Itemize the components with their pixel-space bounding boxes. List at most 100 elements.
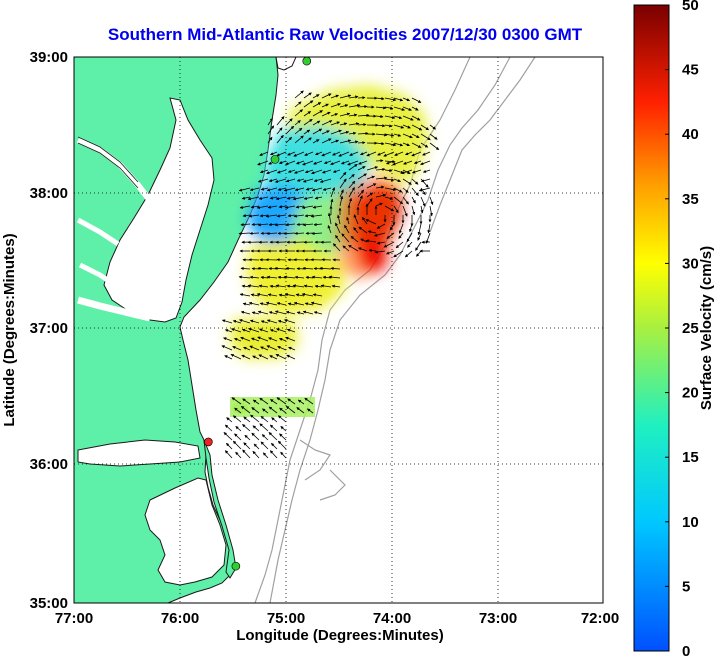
velocity-vector: [310, 214, 323, 218]
velocity-vector: [411, 205, 416, 216]
velocity-vector: [265, 301, 278, 306]
velocity-vector: [242, 424, 251, 432]
velocity-vector: [296, 407, 305, 414]
velocity-vector: [366, 166, 379, 171]
velocity-vector: [249, 345, 260, 351]
velocity-vector: [303, 92, 312, 99]
velocity-vector: [261, 434, 269, 441]
velocity-vector: [350, 235, 359, 243]
potomac-river-edge: [77, 136, 139, 189]
velocity-vector: [258, 328, 269, 333]
velocity-vector: [301, 292, 314, 297]
x-tick-label: 75:00: [267, 610, 305, 627]
velocity-vector: [384, 178, 395, 182]
velocity-vector: [269, 355, 278, 360]
velocity-vector: [429, 133, 438, 140]
velocity-vector: [257, 336, 269, 342]
velocity-vector: [252, 355, 260, 360]
velocity-vector: [285, 336, 296, 342]
velocity-vector: [260, 346, 269, 351]
colorbar-tick-label: 30: [682, 255, 699, 272]
velocity-vector: [384, 142, 397, 147]
velocity-vector: [392, 160, 404, 166]
velocity-vector: [321, 111, 331, 117]
velocity-vector: [335, 234, 341, 243]
velocity-vector: [251, 337, 260, 342]
velocity-vector: [321, 151, 332, 157]
velocity-vector: [285, 405, 296, 414]
velocity-vector: [348, 180, 356, 189]
velocity-vector: [284, 205, 296, 209]
velocity-vector: [393, 106, 406, 111]
velocity-vector: [305, 187, 314, 191]
velocity-vector: [224, 450, 233, 459]
velocity-vector: [367, 230, 377, 234]
velocity-vector: [268, 406, 278, 414]
velocity-vector: [330, 139, 340, 144]
radar-station-marker: [270, 155, 280, 164]
velocity-vector: [224, 329, 233, 333]
velocity-vector: [221, 345, 233, 351]
velocity-vector: [241, 354, 251, 360]
velocity-vector: [244, 434, 251, 441]
radar-stations: [204, 57, 312, 571]
velocity-vector: [335, 222, 341, 234]
velocity-vector: [386, 232, 395, 239]
velocity-vector: [271, 417, 278, 423]
velocity-vector: [394, 151, 404, 156]
velocity-vector: [357, 173, 367, 180]
velocity-vector: [312, 139, 320, 144]
velocity-vector: [270, 151, 278, 156]
velocity-vector: [277, 319, 287, 324]
velocity-vector: [357, 113, 370, 117]
velocity-vector: [384, 124, 393, 128]
velocity-vector: [266, 169, 278, 175]
velocity-vector: [402, 178, 412, 185]
velocity-vector: [279, 433, 287, 441]
velocity-vector: [232, 440, 242, 450]
velocity-vector: [357, 123, 367, 127]
velocity-vector: [251, 267, 260, 271]
velocity-vector: [402, 133, 413, 139]
velocity-vector: [393, 205, 399, 214]
velocity-vector: [332, 169, 341, 173]
velocity-vector: [241, 328, 251, 333]
velocity-vector: [243, 442, 251, 450]
velocity-vector: [384, 205, 395, 212]
velocity-vector: [327, 225, 332, 234]
velocity-vector: [266, 275, 278, 279]
velocity-vector: [306, 408, 314, 414]
velocity-vector: [358, 226, 368, 234]
velocity-vector: [240, 405, 251, 414]
velocity-vector: [285, 310, 296, 315]
velocity-vector: [303, 129, 311, 135]
colorbar-tick-label: 15: [682, 449, 699, 466]
velocity-vector: [256, 205, 269, 210]
velocity-vector: [253, 443, 260, 450]
velocity-vector: [393, 124, 405, 129]
velocity-vector: [286, 354, 296, 360]
velocity-vector: [348, 131, 357, 135]
velocity-vector: [270, 399, 278, 405]
velocity-vector: [339, 130, 350, 135]
velocity-vector: [417, 232, 422, 241]
velocity-vector: [310, 301, 323, 306]
velocity-vector: [375, 193, 387, 198]
velocity-vector: [375, 106, 387, 110]
pamlico-sound: [144, 477, 227, 586]
velocity-vector: [276, 116, 285, 126]
velocity-vector: [293, 301, 305, 306]
velocity-vector: [393, 133, 402, 137]
velocity-vector: [411, 106, 419, 111]
velocity-vector: [243, 346, 251, 351]
albemarle-sound: [77, 439, 201, 467]
velocity-vector: [302, 223, 314, 227]
velocity-vector: [266, 187, 278, 192]
velocity-vector: [406, 232, 413, 243]
velocity-vector: [294, 135, 304, 144]
velocity-vector: [267, 117, 273, 126]
velocity-vector: [338, 151, 350, 157]
velocity-vector: [357, 131, 369, 136]
velocity-vector: [276, 302, 287, 306]
